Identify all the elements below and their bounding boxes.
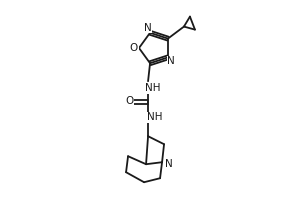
Text: NH: NH <box>147 112 163 122</box>
Text: N: N <box>167 56 175 66</box>
Text: NH: NH <box>145 83 161 93</box>
Text: O: O <box>125 96 133 106</box>
Text: N: N <box>144 23 152 33</box>
Text: N: N <box>165 159 173 169</box>
Text: O: O <box>130 43 138 53</box>
